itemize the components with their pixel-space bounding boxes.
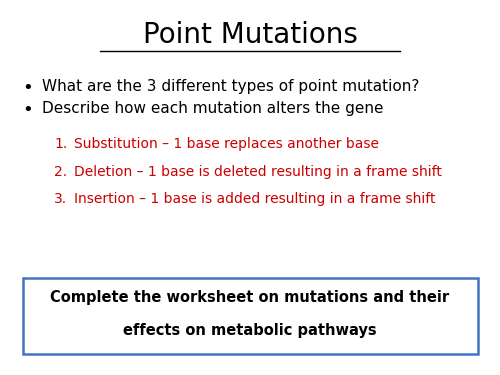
Text: 1.: 1. bbox=[54, 137, 68, 151]
Text: Substitution – 1 base replaces another base: Substitution – 1 base replaces another b… bbox=[74, 137, 379, 151]
Text: effects on metabolic pathways: effects on metabolic pathways bbox=[123, 323, 377, 338]
Text: •: • bbox=[22, 79, 33, 97]
Text: 2.: 2. bbox=[54, 165, 68, 179]
Text: Deletion – 1 base is deleted resulting in a frame shift: Deletion – 1 base is deleted resulting i… bbox=[74, 165, 442, 179]
Text: Describe how each mutation alters the gene: Describe how each mutation alters the ge… bbox=[42, 101, 384, 116]
Text: Point Mutations: Point Mutations bbox=[142, 21, 358, 49]
Text: Insertion – 1 base is added resulting in a frame shift: Insertion – 1 base is added resulting in… bbox=[74, 192, 436, 206]
Text: •: • bbox=[22, 101, 33, 119]
Text: What are the 3 different types of point mutation?: What are the 3 different types of point … bbox=[42, 79, 420, 94]
Text: 3.: 3. bbox=[54, 192, 68, 206]
FancyBboxPatch shape bbox=[22, 278, 477, 354]
Text: Complete the worksheet on mutations and their: Complete the worksheet on mutations and … bbox=[50, 290, 450, 305]
